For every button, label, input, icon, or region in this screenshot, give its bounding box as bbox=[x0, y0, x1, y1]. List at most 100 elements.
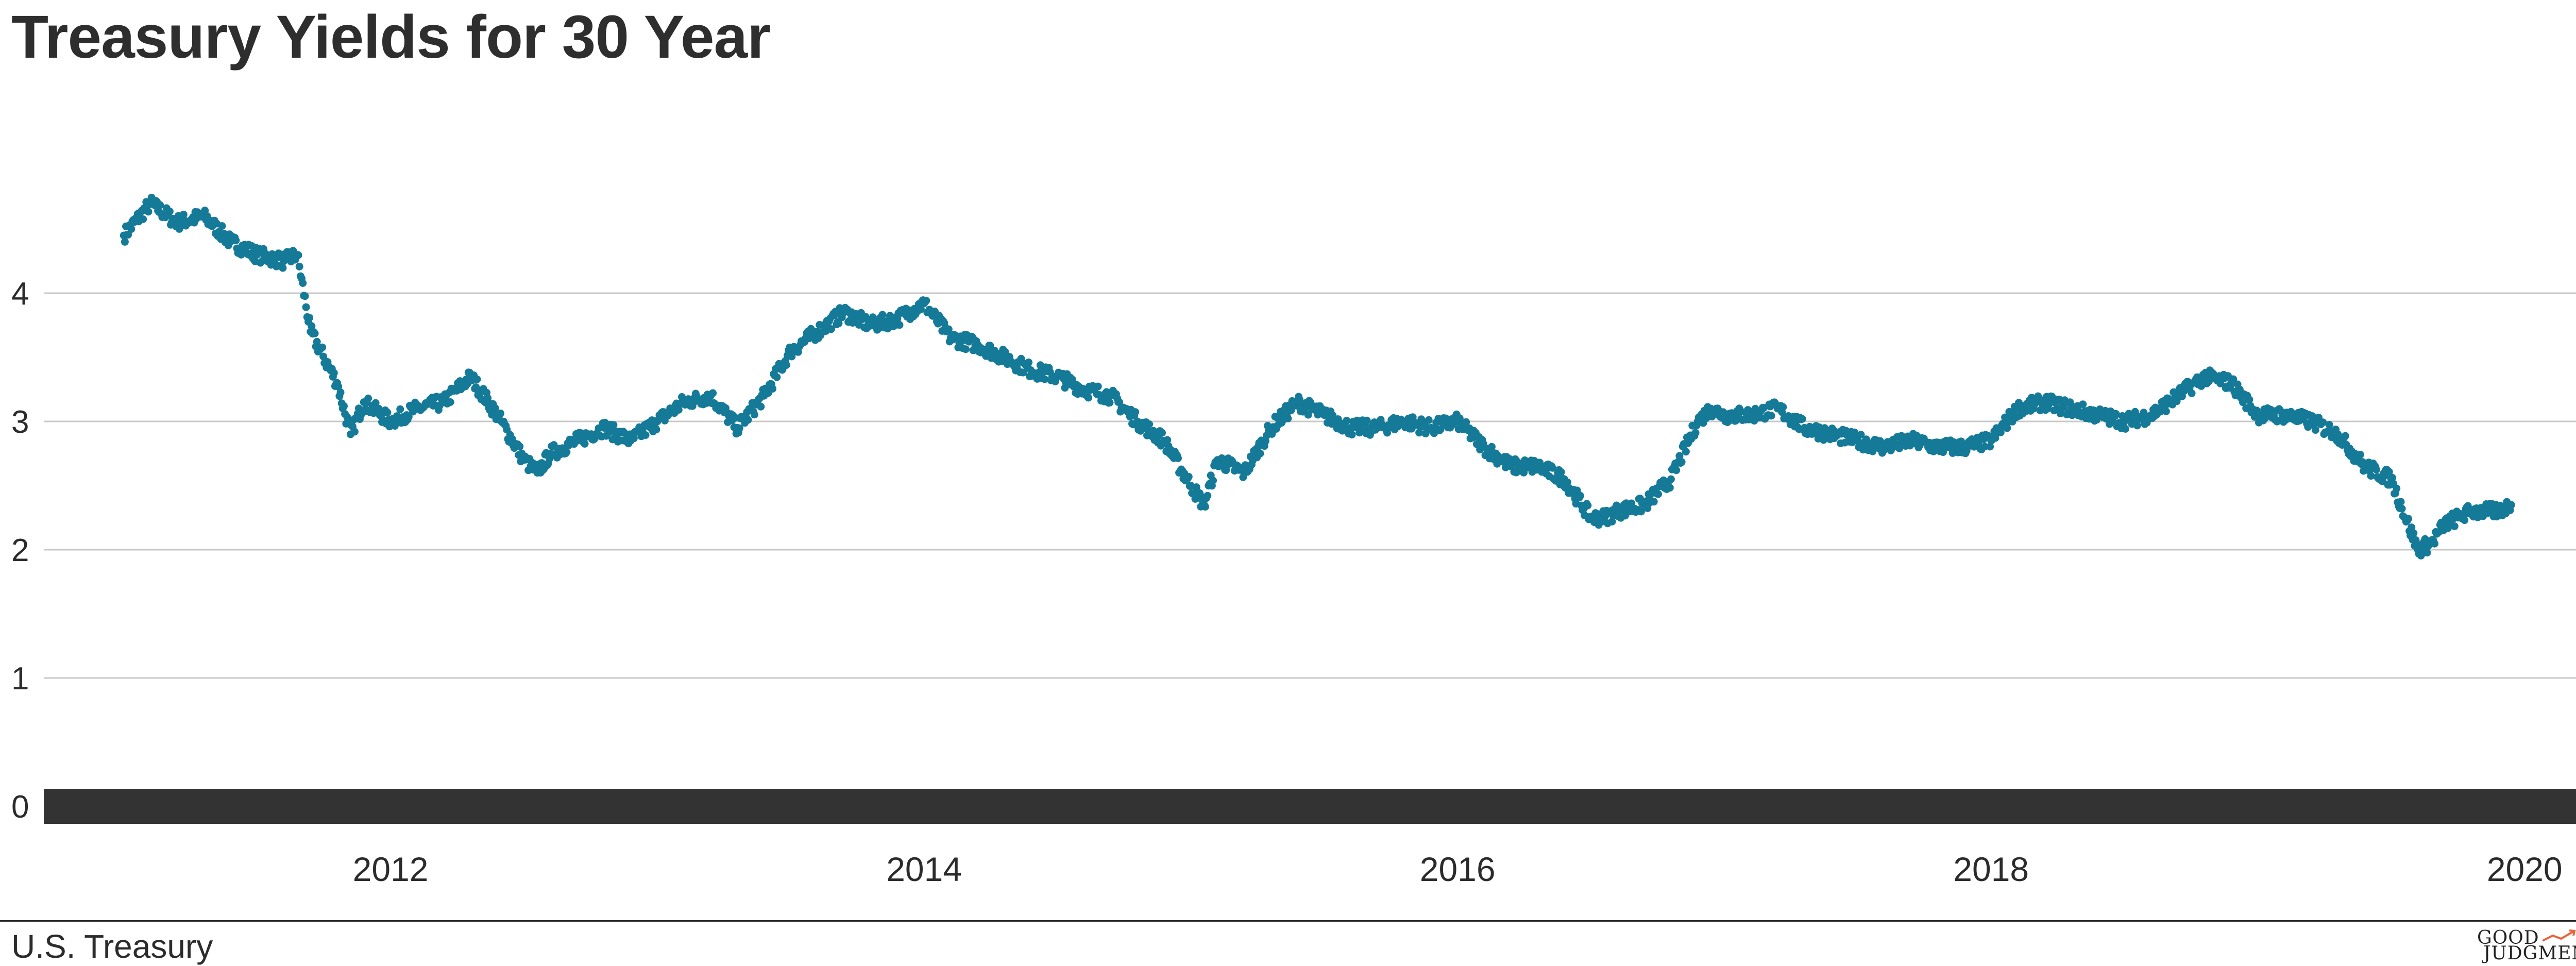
data-point bbox=[2121, 417, 2129, 426]
data-point bbox=[1294, 398, 1301, 406]
data-point bbox=[1827, 430, 1835, 438]
data-point-interp bbox=[1857, 431, 1865, 439]
data-point-interp bbox=[2410, 529, 2418, 537]
data-point-interp bbox=[165, 207, 174, 215]
data-point bbox=[2014, 404, 2022, 413]
x-tick-label: 2020 bbox=[2487, 850, 2563, 888]
data-point-interp bbox=[1637, 507, 1645, 516]
data-point-interp bbox=[2423, 549, 2431, 557]
data-point bbox=[2307, 417, 2315, 426]
data-point bbox=[1000, 353, 1008, 361]
data-point-interp bbox=[396, 405, 404, 413]
data-point bbox=[1934, 443, 1942, 451]
data-point-interp bbox=[516, 443, 524, 451]
data-point bbox=[1600, 514, 1608, 522]
data-point-interp bbox=[1041, 375, 1049, 383]
data-point-interp bbox=[1025, 358, 1033, 366]
y-tick-label: 1 bbox=[11, 661, 29, 697]
data-point bbox=[1187, 482, 1195, 489]
gridlines bbox=[44, 292, 2576, 679]
data-point bbox=[1374, 423, 1382, 432]
data-point-interp bbox=[2140, 409, 2148, 417]
data-point bbox=[1427, 423, 1435, 432]
data-point-interp bbox=[2397, 498, 2405, 506]
data-point-interp bbox=[1986, 443, 1994, 451]
data-point bbox=[1200, 501, 1208, 509]
data-point bbox=[1987, 436, 1995, 445]
data-point-interp bbox=[1348, 431, 1356, 439]
data-point bbox=[2067, 404, 2075, 413]
data-point bbox=[1054, 372, 1061, 381]
data-point-interp bbox=[1737, 408, 1745, 416]
data-point-interp bbox=[1584, 501, 1592, 510]
data-point-interp bbox=[744, 416, 752, 424]
data-point bbox=[2094, 411, 2102, 419]
data-point bbox=[840, 308, 848, 316]
data-point-interp bbox=[279, 264, 287, 272]
data-point bbox=[706, 392, 715, 400]
logo-line-1: GOOD bbox=[2477, 927, 2539, 948]
data-point-interp bbox=[1613, 501, 1621, 510]
x-tick-label: 2018 bbox=[1953, 850, 2029, 888]
data-point bbox=[1960, 443, 1969, 451]
data-point bbox=[2387, 475, 2395, 483]
data-point-interp bbox=[1287, 406, 1295, 414]
data-point bbox=[1854, 436, 1862, 445]
data-point-interp bbox=[383, 409, 392, 417]
data-point-interp bbox=[127, 225, 135, 233]
data-point bbox=[200, 212, 208, 221]
data-point bbox=[1453, 417, 1462, 426]
data-point-interp bbox=[1256, 449, 1264, 457]
chart-title: Treasury Yields for 30 Year bbox=[11, 3, 771, 71]
data-point-interp bbox=[2356, 450, 2364, 459]
data-point bbox=[600, 423, 608, 432]
data-point-interp bbox=[783, 361, 790, 369]
y-axis-ticks: 0 1 2 3 4 bbox=[11, 276, 29, 825]
logo-line-2-text: JUDGMENT bbox=[2483, 943, 2576, 964]
data-point bbox=[946, 334, 955, 342]
data-point bbox=[1614, 507, 1622, 515]
data-point bbox=[1240, 469, 1248, 477]
data-point bbox=[2200, 372, 2209, 381]
data-point-interp bbox=[1576, 492, 1584, 500]
data-point-interp bbox=[2112, 410, 2120, 418]
data-point-interp bbox=[2157, 408, 2165, 415]
data-point-interp bbox=[2450, 522, 2459, 530]
data-point-interp bbox=[2311, 426, 2319, 434]
x-tick-label: 2012 bbox=[353, 850, 429, 888]
data-point-interp bbox=[301, 292, 309, 300]
trend-arrow-icon bbox=[2542, 929, 2576, 942]
data-point bbox=[547, 449, 555, 457]
data-point bbox=[1160, 436, 1168, 445]
data-point-interp bbox=[336, 388, 345, 396]
data-point-interp bbox=[1363, 416, 1371, 425]
data-point-interp bbox=[2341, 432, 2349, 440]
data-point-interp bbox=[2404, 515, 2412, 523]
data-point-interp bbox=[2385, 468, 2393, 476]
data-point-interp bbox=[299, 279, 307, 287]
data-point bbox=[173, 218, 181, 227]
data-point-interp bbox=[156, 201, 164, 209]
data-point-interp bbox=[581, 439, 589, 448]
data-point bbox=[2414, 546, 2422, 554]
data-point-interp bbox=[318, 343, 326, 351]
data-point-interp bbox=[609, 421, 618, 429]
data-point-interp bbox=[2056, 409, 2064, 417]
data-point bbox=[2454, 514, 2462, 522]
data-point bbox=[1907, 436, 1915, 445]
data-point-interp bbox=[2393, 484, 2401, 493]
data-point bbox=[814, 328, 821, 336]
data-point-interp bbox=[1691, 429, 1700, 437]
data-point bbox=[2280, 411, 2289, 419]
data-point bbox=[346, 430, 354, 438]
data-point-interp bbox=[1343, 417, 1351, 425]
data-point bbox=[293, 250, 301, 259]
data-point-interp bbox=[1876, 437, 1884, 445]
data-point bbox=[1707, 404, 1715, 413]
data-point-interp bbox=[1145, 420, 1154, 428]
data-point-interp bbox=[1798, 415, 1806, 423]
data-point bbox=[2147, 411, 2155, 419]
data-point bbox=[146, 199, 155, 208]
data-point-interp bbox=[1675, 452, 1684, 460]
data-point bbox=[533, 469, 541, 477]
